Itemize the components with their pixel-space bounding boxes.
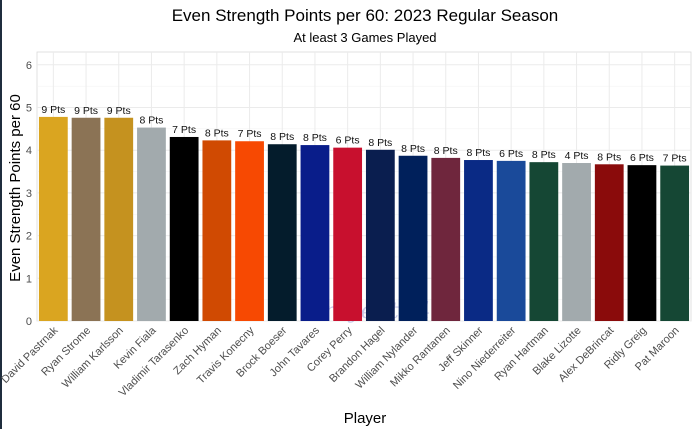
bar-value-label: 6 Pts	[336, 135, 360, 147]
bar-value-label: 8 Pts	[532, 149, 556, 161]
bar	[38, 116, 68, 322]
x-tick-label: David Pastrnak	[0, 324, 61, 386]
bar-value-label: 9 Pts	[41, 104, 65, 116]
bars	[38, 116, 690, 322]
bar-value-label: 8 Pts	[205, 127, 229, 139]
bar-value-label: 8 Pts	[597, 151, 621, 163]
bar	[71, 117, 101, 321]
y-tick-label: 0	[26, 316, 32, 328]
y-axis-label: Even Strength Points per 60	[7, 94, 24, 282]
bar	[431, 157, 461, 321]
chart-title: Even Strength Points per 60: 2023 Regula…	[172, 6, 559, 25]
bar	[464, 160, 493, 321]
bar	[594, 164, 624, 321]
y-tick-label: 5	[26, 103, 32, 115]
chart-subtitle: At least 3 Games Played	[293, 30, 436, 45]
bar-value-label: 8 Pts	[466, 147, 490, 159]
bar	[333, 147, 363, 321]
x-tick-label: Mikko Rantanen	[388, 325, 453, 390]
bar-value-label: 8 Pts	[434, 145, 458, 157]
bar	[267, 144, 297, 321]
bar	[137, 127, 166, 321]
y-tick-label: 6	[26, 60, 32, 72]
bar	[398, 155, 428, 321]
y-tick-label: 1	[26, 273, 32, 285]
bar-labels: 9 Pts 9 Pts 9 Pts 8 Pts 7 Pts 8 Pts 7 Pts 8 Pts…	[41, 104, 686, 165]
bar	[660, 165, 690, 321]
bar-value-label: 8 Pts	[401, 143, 425, 155]
bar	[235, 141, 264, 321]
y-tick-label: 3	[26, 188, 32, 200]
bar	[562, 163, 591, 321]
bar-value-label: 9 Pts	[107, 105, 131, 117]
bar	[300, 145, 330, 321]
bar	[627, 165, 657, 321]
bar-value-label: 8 Pts	[139, 115, 163, 127]
bar-value-label: 7 Pts	[663, 153, 687, 165]
y-axis-ticks: 0 1 2 3 4 5 6	[26, 60, 32, 328]
y-tick-label: 4	[26, 145, 32, 157]
bar	[529, 162, 559, 321]
bar-value-label: 7 Pts	[172, 124, 196, 136]
y-tick-label: 2	[26, 231, 32, 243]
bar-value-label: 8 Pts	[270, 131, 294, 143]
bar-value-label: 6 Pts	[499, 148, 523, 160]
bar	[202, 140, 232, 321]
bar-value-label: 7 Pts	[238, 128, 262, 140]
plot-panel	[36, 51, 692, 322]
bar-value-label: 9 Pts	[74, 105, 98, 117]
bar-value-label: 8 Pts	[303, 132, 327, 144]
bar	[169, 136, 199, 321]
left-edge-border	[0, 0, 2, 429]
bar-value-label: 4 Pts	[565, 150, 589, 162]
bar-value-label: 6 Pts	[630, 152, 654, 164]
x-axis-label: Player	[344, 410, 387, 427]
plot-panel-border	[36, 51, 692, 322]
bar-value-label: 8 Pts	[368, 137, 392, 149]
bar	[104, 117, 134, 321]
x-tick-label: Travis Konecny	[195, 324, 257, 386]
bar	[496, 160, 526, 321]
bar	[365, 149, 395, 321]
